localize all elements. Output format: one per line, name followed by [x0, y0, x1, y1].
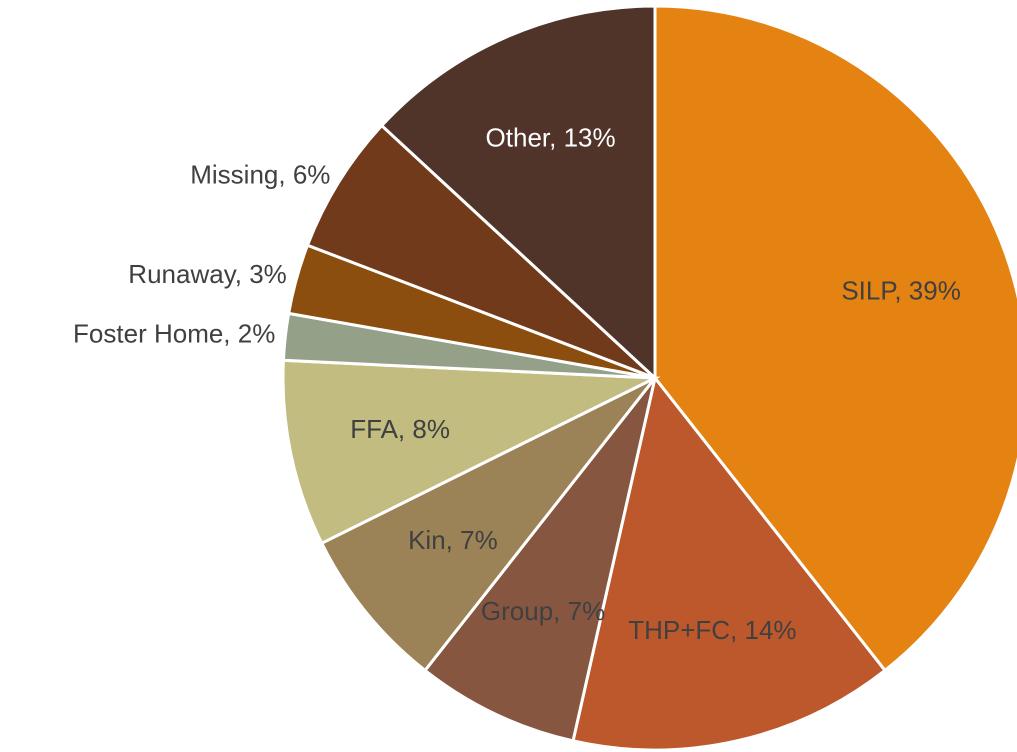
- data-label: THP+FC, 14%: [628, 615, 796, 645]
- pie-slice: [379, 4, 657, 382]
- data-label: Group, 7%: [481, 596, 605, 626]
- pie-slice: [319, 376, 657, 673]
- data-label: Runaway, 3%: [128, 259, 287, 289]
- data-label: Kin, 7%: [408, 525, 498, 555]
- pie-slice: [305, 123, 657, 380]
- data-label: FFA, 8%: [350, 414, 450, 444]
- data-label: Other, 13%: [486, 122, 616, 152]
- pie-slice: [653, 4, 1017, 673]
- data-label: SILP, 39%: [841, 276, 961, 306]
- data-label: Missing, 6%: [190, 159, 330, 189]
- pie-slice: [571, 374, 888, 752]
- pie-slice: [422, 377, 657, 743]
- data-label: Foster Home, 2%: [73, 319, 275, 349]
- pie-slice: [281, 358, 661, 546]
